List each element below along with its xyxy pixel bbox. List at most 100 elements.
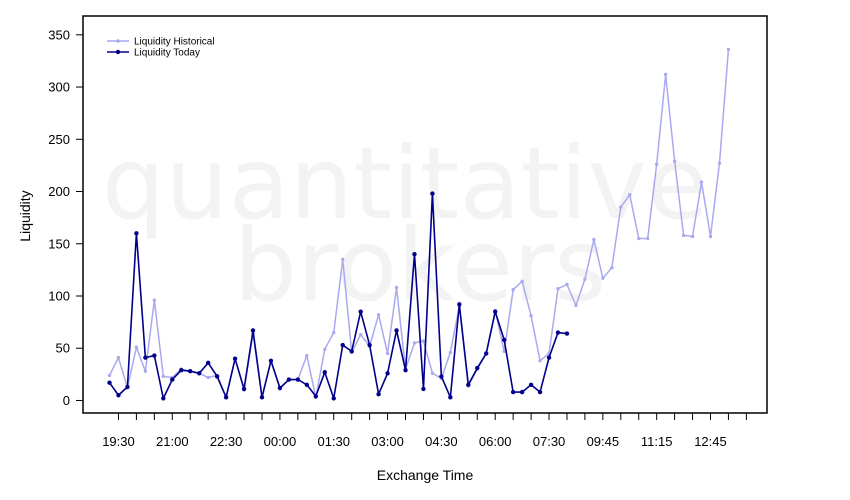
- data-point: [555, 330, 561, 335]
- data-point: [493, 309, 498, 314]
- series-today: [107, 191, 570, 401]
- data-point: [206, 375, 210, 380]
- data-point: [385, 351, 390, 356]
- data-point: [277, 385, 283, 391]
- data-point: [448, 350, 453, 355]
- data-point: [654, 162, 659, 167]
- data-point: [331, 396, 336, 401]
- data-point: [286, 377, 292, 382]
- data-point: [232, 356, 238, 361]
- data-point: [430, 191, 435, 196]
- data-point: [179, 367, 184, 373]
- data-point: [125, 384, 130, 390]
- data-point: [681, 233, 686, 238]
- data-point: [214, 374, 220, 379]
- data-point: [134, 231, 139, 236]
- x-tick-label: 07:30: [533, 434, 566, 449]
- data-point: [152, 353, 157, 358]
- x-tick-label: 01:30: [317, 434, 350, 449]
- data-point: [646, 236, 650, 241]
- x-axis: 19:30 21:00 22:30 00:00 01:30 03:00 04:30 06:00…: [102, 413, 747, 449]
- data-point: [619, 205, 623, 209]
- x-tick-label: 11:15: [641, 434, 673, 449]
- data-point: [726, 47, 731, 52]
- y-axis: 0 50 100 150 200 250 300 350: [48, 27, 83, 408]
- y-tick-label: 300: [48, 80, 70, 95]
- x-tick-label: 00:00: [264, 434, 297, 449]
- data-point: [358, 309, 363, 314]
- legend-label: Liquidity Today: [134, 48, 200, 59]
- data-point: [188, 369, 193, 374]
- data-point: [205, 360, 211, 366]
- data-point: [699, 180, 704, 184]
- data-point: [412, 252, 417, 257]
- data-point: [403, 367, 408, 373]
- data-point: [367, 342, 372, 348]
- watermark-line-1: quantitative: [102, 125, 709, 242]
- data-point: [601, 276, 605, 280]
- data-point: [358, 332, 363, 337]
- data-point: [484, 351, 489, 356]
- data-point: [519, 389, 525, 395]
- data-point: [376, 313, 381, 317]
- legend-label: Liquidity Historical: [134, 37, 215, 48]
- data-point: [564, 331, 570, 336]
- data-point: [161, 396, 166, 401]
- data-point: [250, 328, 256, 333]
- data-point: [161, 374, 166, 379]
- watermark: quantitative brokers: [102, 125, 709, 324]
- y-tick-label: 200: [48, 184, 70, 199]
- data-point: [341, 257, 345, 262]
- data-point: [457, 302, 462, 307]
- data-point: [143, 355, 148, 360]
- data-point: [628, 192, 632, 197]
- x-tick-label: 22:30: [210, 434, 243, 449]
- data-point: [511, 288, 515, 292]
- series-line: [108, 192, 568, 400]
- data-point: [241, 386, 247, 392]
- data-point: [421, 386, 426, 392]
- data-point: [107, 380, 112, 385]
- data-point: [708, 234, 713, 239]
- data-point: [529, 314, 533, 318]
- data-point: [466, 382, 471, 387]
- data-point: [376, 391, 381, 397]
- data-point: [475, 365, 480, 371]
- data-point: [663, 72, 668, 77]
- data-point: [412, 341, 417, 345]
- data-point: [268, 358, 274, 363]
- data-point: [322, 370, 327, 375]
- data-point: [304, 382, 310, 387]
- data-point: [610, 266, 614, 270]
- x-tick-label: 19:30: [102, 434, 135, 449]
- y-tick-label: 350: [48, 27, 70, 42]
- data-point: [394, 328, 399, 333]
- data-point: [672, 159, 677, 163]
- data-point: [116, 355, 121, 360]
- data-point: [637, 236, 641, 241]
- y-tick-label: 150: [48, 236, 70, 251]
- data-point: [439, 374, 444, 379]
- data-point: [223, 395, 229, 400]
- series-layer: [107, 47, 731, 401]
- x-tick-label: 09:45: [587, 434, 620, 449]
- data-point: [448, 395, 453, 400]
- x-tick-label: 21:00: [156, 434, 189, 449]
- watermark-line-2: brokers: [234, 207, 607, 324]
- data-point: [528, 382, 534, 387]
- data-point: [313, 394, 319, 399]
- data-point: [510, 389, 516, 395]
- data-point: [134, 345, 139, 349]
- data-point: [502, 349, 506, 354]
- data-point: [259, 395, 265, 400]
- x-axis-title: Exchange Time: [377, 467, 474, 483]
- y-tick-label: 100: [48, 288, 70, 303]
- y-axis-title: Liquidity: [17, 190, 33, 241]
- legend-swatch-marker: [115, 49, 121, 55]
- data-point: [430, 371, 435, 375]
- data-point: [170, 377, 175, 382]
- data-point: [197, 371, 202, 376]
- data-point: [152, 298, 157, 302]
- x-tick-label: 04:30: [425, 434, 458, 449]
